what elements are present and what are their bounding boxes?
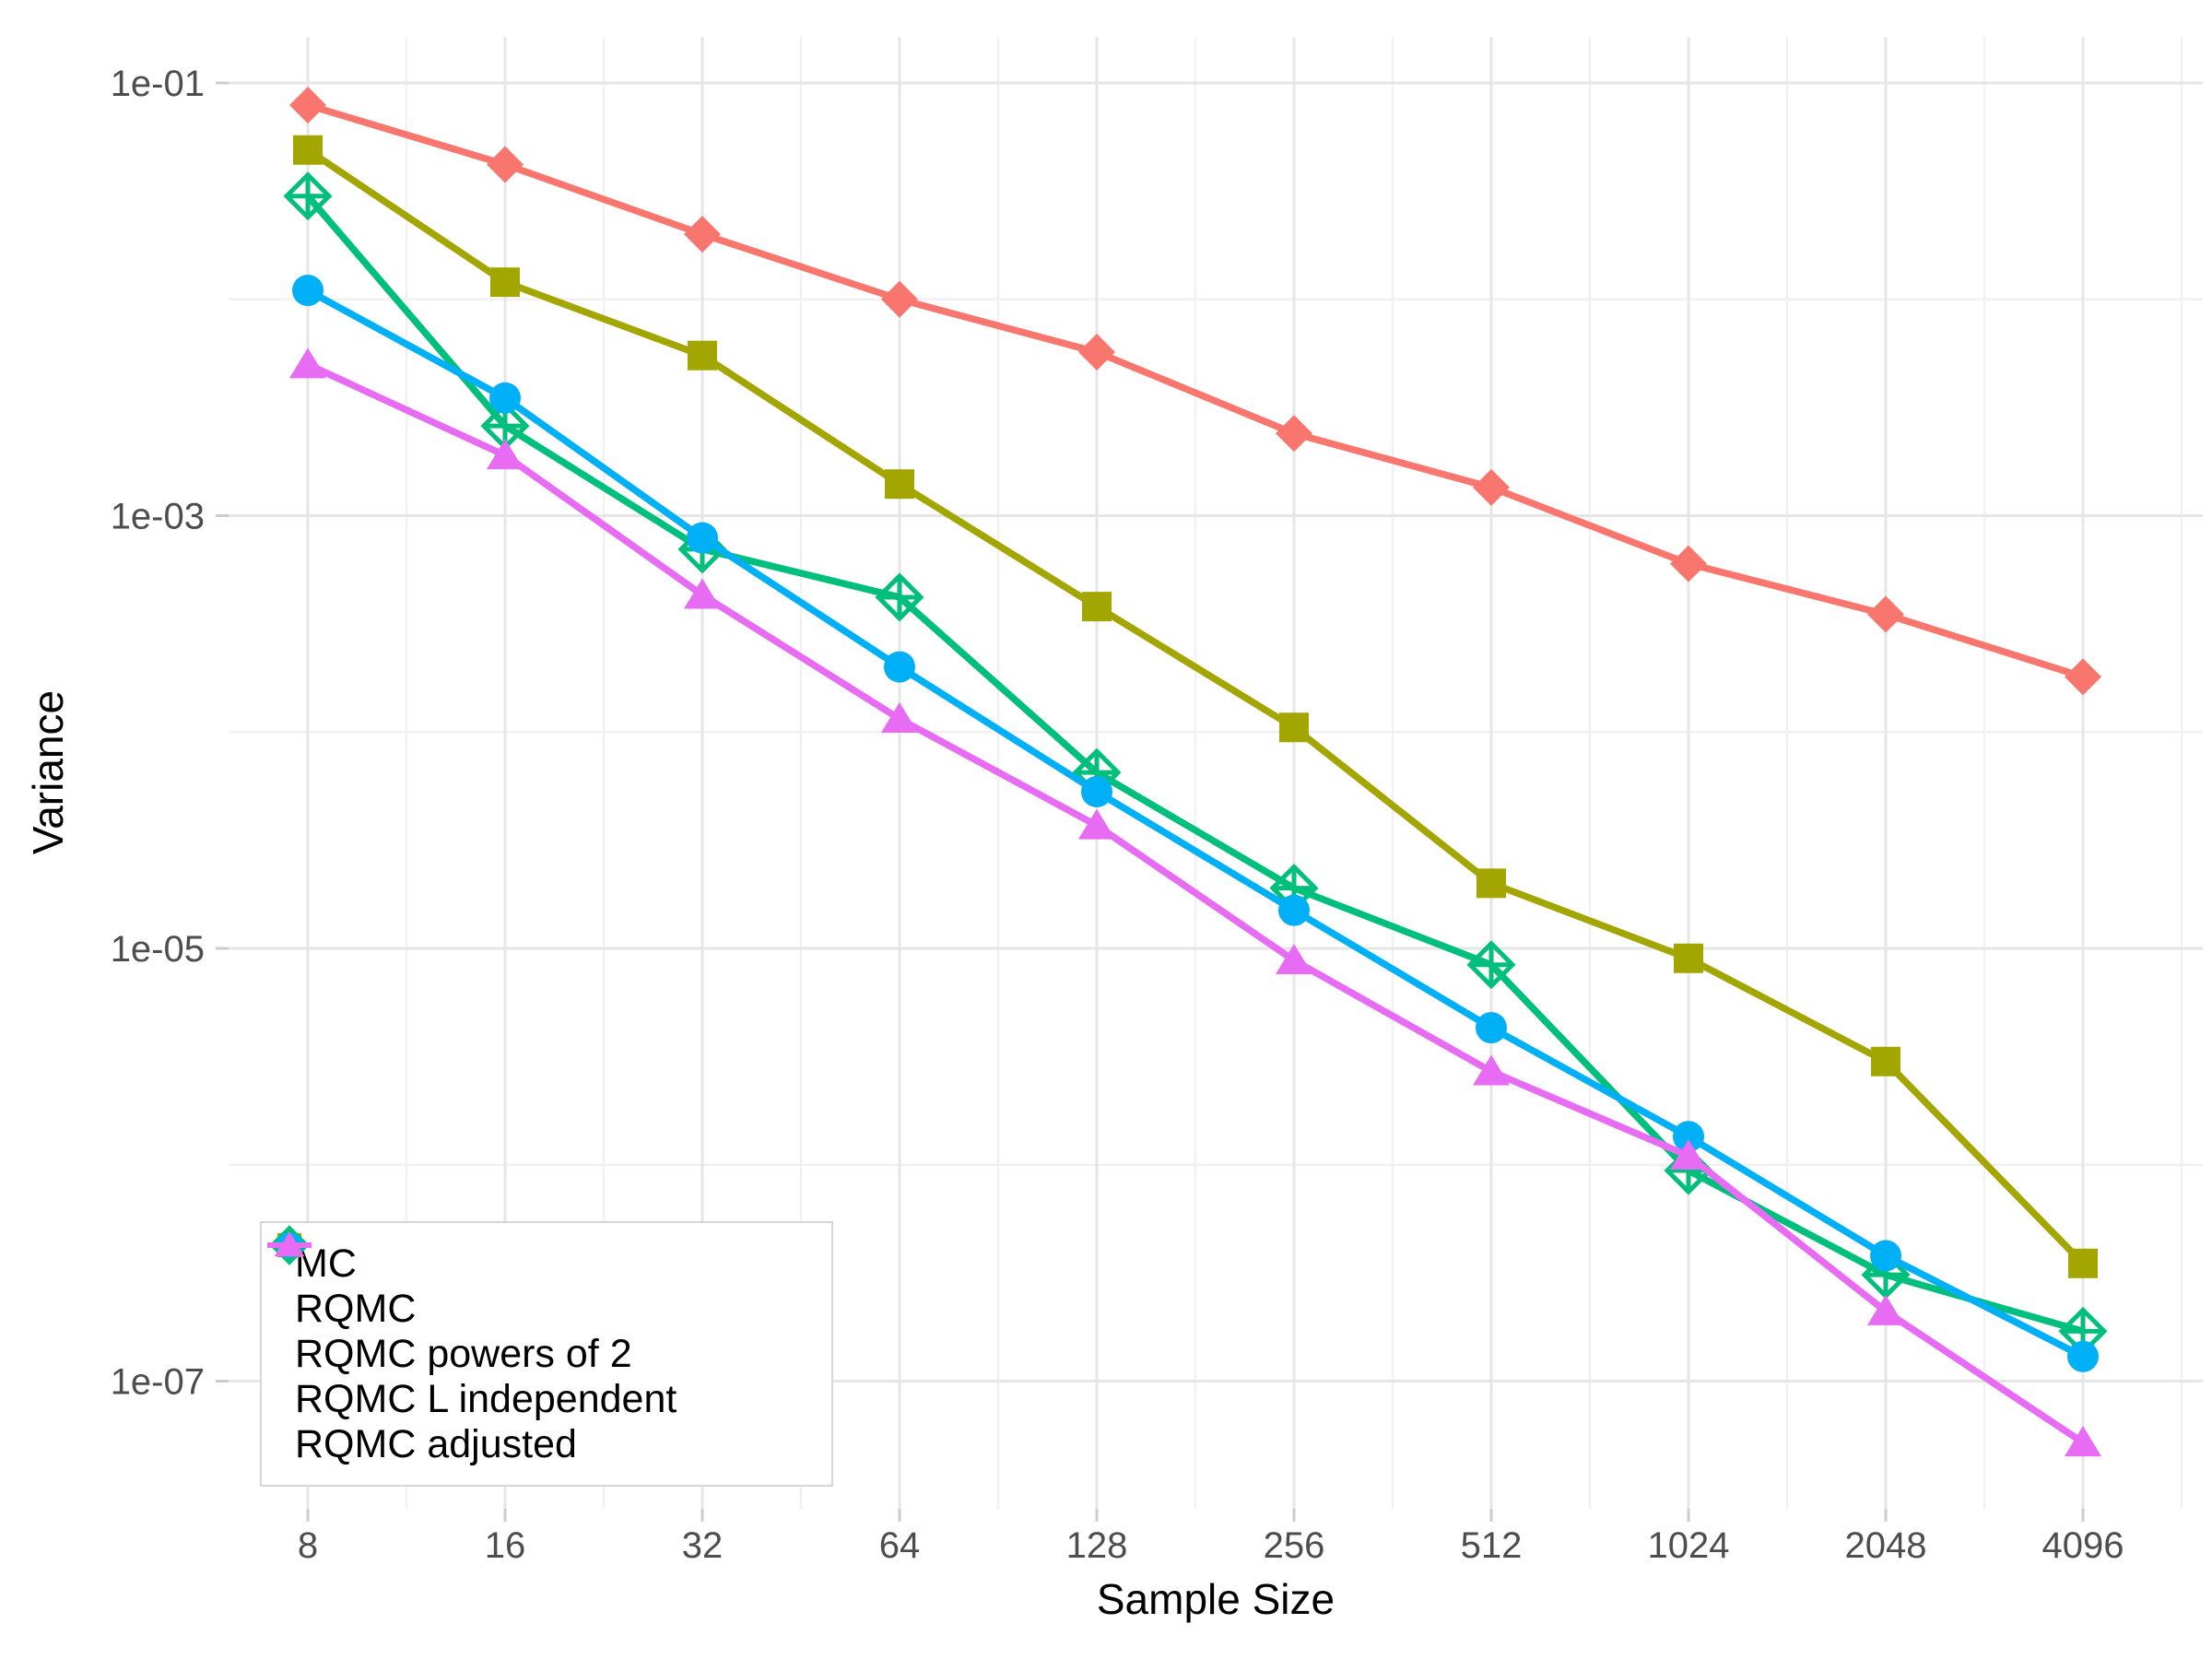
gridlines-minor — [229, 37, 2203, 1509]
legend-item-label: RQMC powers of 2 — [295, 1331, 632, 1376]
y-tick-labels: 1e-01 1e-03 1e-05 1e-07 — [111, 64, 205, 1403]
axis-ticks — [216, 81, 2085, 1522]
legend-item-rqmc-powers-of-2: RQMC powers of 2 — [262, 1225, 831, 1377]
x-tick-label: 8 — [298, 1525, 318, 1566]
x-tick-label: 16 — [485, 1525, 526, 1566]
x-tick-label: 32 — [682, 1525, 724, 1566]
x-tick-label: 64 — [879, 1525, 921, 1566]
legend-box: MC RQMC RQMC powers of 2 RQMC L independent… — [260, 1221, 833, 1487]
legend-item-label: RQMC — [295, 1286, 417, 1331]
legend-item-rqmc-l-independent: RQMC L independent — [262, 1232, 831, 1422]
legend-item-label: RQMC L independent — [295, 1376, 677, 1421]
legend-item-label: MC — [295, 1241, 357, 1286]
x-tick-label: 4096 — [2042, 1525, 2124, 1566]
legend-item-rqmc-adjusted: RQMC adjusted — [262, 1231, 831, 1467]
series-rqmc-adjusted — [289, 347, 2101, 1457]
x-tick-label: 128 — [1066, 1525, 1128, 1566]
legend-item-rqmc: RQMC — [262, 1232, 831, 1332]
x-tick-label: 1024 — [1648, 1525, 1730, 1566]
x-axis-title: Sample Size — [1096, 1575, 1335, 1623]
x-tick-label: 256 — [1264, 1525, 1325, 1566]
legend-item-mc: MC — [262, 1230, 831, 1287]
legend-item-label: RQMC adjusted — [295, 1421, 577, 1466]
y-axis-title: Variance — [24, 689, 72, 855]
y-tick-label: 1e-03 — [111, 497, 205, 537]
series-rqmc-l-independent — [292, 275, 2099, 1372]
x-tick-label: 512 — [1461, 1525, 1523, 1566]
triangle-icon — [267, 1231, 312, 1257]
x-tick-labels: 8 16 32 64 128 256 512 1024 2048 4096 — [298, 1525, 2124, 1566]
y-tick-label: 1e-05 — [111, 929, 205, 970]
y-tick-label: 1e-01 — [111, 64, 205, 104]
series-mc — [289, 87, 2101, 696]
y-tick-label: 1e-07 — [111, 1362, 205, 1403]
x-tick-label: 2048 — [1845, 1525, 1927, 1566]
series-rqmc — [293, 135, 2098, 1278]
